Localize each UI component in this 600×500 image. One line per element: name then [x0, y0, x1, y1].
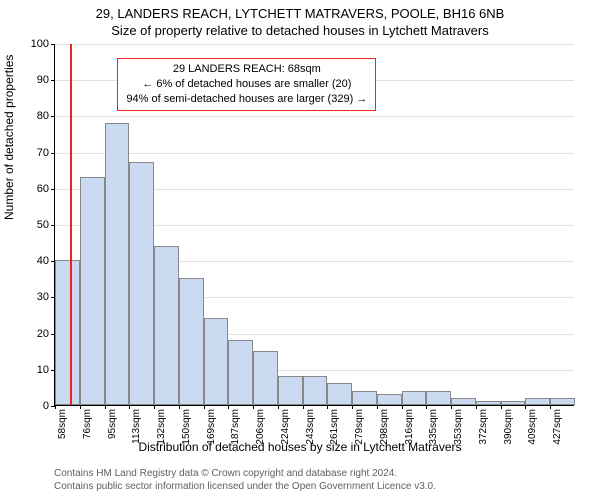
chart-title-line1: 29, LANDERS REACH, LYTCHETT MATRAVERS, P…: [0, 0, 600, 21]
histogram-bar: [501, 401, 526, 405]
histogram-bar: [253, 351, 278, 405]
xtick-mark: [154, 405, 155, 409]
histogram-bar: [303, 376, 328, 405]
histogram-bar: [377, 394, 402, 405]
xtick-mark: [179, 405, 180, 409]
histogram-bar: [80, 177, 105, 405]
histogram-bar: [228, 340, 253, 405]
xtick-label: 76sqm: [82, 409, 93, 439]
xtick-mark: [402, 405, 403, 409]
histogram-bar: [402, 391, 427, 405]
attribution-line1: Contains HM Land Registry data © Crown c…: [54, 468, 436, 481]
ytick-label: 40: [37, 255, 55, 267]
histogram-bar: [278, 376, 303, 405]
ytick-label: 80: [37, 110, 55, 122]
histogram-bar: [154, 246, 179, 405]
ytick-label: 0: [43, 400, 55, 412]
x-axis-label: Distribution of detached houses by size …: [0, 440, 600, 454]
chart-container: 29, LANDERS REACH, LYTCHETT MATRAVERS, P…: [0, 0, 600, 500]
histogram-bar: [451, 398, 476, 405]
annotation-line: 29 LANDERS REACH: 68sqm: [126, 62, 367, 77]
plot-area: 010203040506070809010058sqm76sqm95sqm113…: [54, 44, 574, 406]
annotation-line: 94% of semi-detached houses are larger (…: [126, 92, 367, 107]
ytick-label: 10: [37, 364, 55, 376]
xtick-label: 58sqm: [57, 409, 68, 439]
xtick-mark: [253, 405, 254, 409]
xtick-mark: [80, 405, 81, 409]
xtick-mark: [278, 405, 279, 409]
histogram-bar: [204, 318, 229, 405]
xtick-mark: [476, 405, 477, 409]
ytick-label: 20: [37, 328, 55, 340]
xtick-mark: [377, 405, 378, 409]
ytick-label: 100: [31, 38, 55, 50]
histogram-bar: [352, 391, 377, 405]
y-axis-label: Number of detached properties: [2, 55, 16, 220]
histogram-bar: [525, 398, 550, 405]
histogram-bar: [476, 401, 501, 405]
gridline: [55, 153, 574, 154]
gridline: [55, 116, 574, 117]
chart-title-line2: Size of property relative to detached ho…: [0, 21, 600, 38]
ytick-label: 70: [37, 147, 55, 159]
xtick-mark: [105, 405, 106, 409]
xtick-mark: [303, 405, 304, 409]
histogram-bar: [105, 123, 130, 405]
xtick-label: 95sqm: [107, 409, 118, 439]
annotation-line: ← 6% of detached houses are smaller (20): [126, 77, 367, 92]
histogram-bar: [55, 260, 80, 405]
xtick-label: 113sqm: [131, 409, 142, 444]
histogram-bar: [129, 162, 154, 405]
xtick-mark: [204, 405, 205, 409]
histogram-bar: [327, 383, 352, 405]
ytick-label: 60: [37, 183, 55, 195]
attribution-line2: Contains public sector information licen…: [54, 481, 436, 494]
ytick-label: 50: [37, 219, 55, 231]
histogram-bar: [179, 278, 204, 405]
reference-line: [70, 44, 72, 405]
gridline: [55, 44, 574, 45]
ytick-label: 90: [37, 74, 55, 86]
histogram-bar: [550, 398, 575, 405]
histogram-bar: [426, 391, 451, 405]
xtick-mark: [352, 405, 353, 409]
attribution-text: Contains HM Land Registry data © Crown c…: [54, 468, 436, 493]
ytick-label: 30: [37, 291, 55, 303]
xtick-mark: [501, 405, 502, 409]
xtick-mark: [55, 405, 56, 409]
annotation-box: 29 LANDERS REACH: 68sqm← 6% of detached …: [117, 58, 376, 111]
